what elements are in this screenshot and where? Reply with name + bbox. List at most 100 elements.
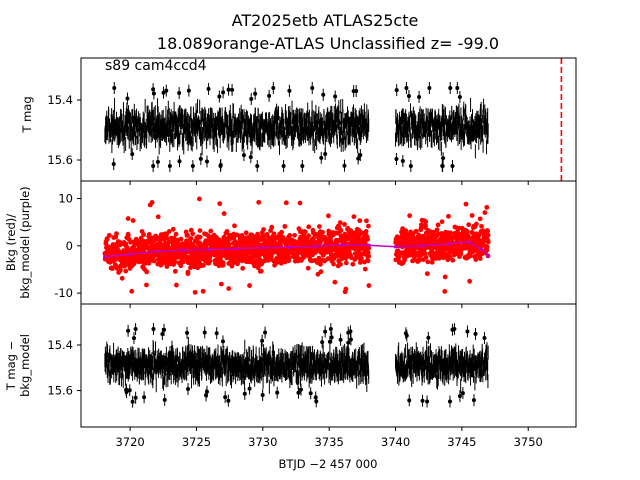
data-point <box>144 282 149 288</box>
data-point <box>185 269 191 275</box>
data-point <box>267 93 272 98</box>
data-point <box>269 224 275 230</box>
data-point <box>247 386 252 391</box>
data-point <box>186 88 191 93</box>
chart-title-line2: 18.089orange-ATLAS Unclassified z= -99.0 <box>157 34 499 53</box>
data-point <box>146 232 152 237</box>
data-point <box>287 88 292 93</box>
data-point <box>448 230 453 236</box>
data-point <box>164 235 170 241</box>
data-point <box>204 159 209 164</box>
data-point <box>188 227 194 233</box>
plot-area <box>102 196 491 295</box>
data-point <box>435 222 441 228</box>
data-point <box>306 233 311 239</box>
y-axis-label: T mag <box>20 96 34 133</box>
data-point <box>313 395 318 400</box>
data-point <box>131 336 136 341</box>
data-point <box>109 266 115 271</box>
y-axis-label: bkg_model (purple) <box>18 186 32 298</box>
data-point <box>342 221 347 227</box>
data-point <box>217 94 222 99</box>
data-point <box>477 256 483 261</box>
data-point <box>326 213 331 219</box>
data-point <box>446 213 451 219</box>
data-point <box>104 236 110 242</box>
data-point <box>263 330 268 335</box>
data-point <box>186 387 191 392</box>
data-point <box>255 231 261 237</box>
data-point <box>118 267 123 273</box>
data-point <box>226 286 232 291</box>
data-point <box>470 230 475 236</box>
data-point <box>333 94 338 99</box>
data-point <box>162 327 167 332</box>
data-point <box>283 200 289 206</box>
data-point <box>338 261 343 267</box>
data-point <box>300 164 305 168</box>
data-point <box>466 222 472 228</box>
data-point <box>149 200 155 205</box>
data-point <box>393 244 398 249</box>
series-0 <box>102 196 491 295</box>
data-point <box>365 258 371 264</box>
data-point <box>142 395 147 400</box>
series-0 <box>104 323 489 408</box>
data-point <box>141 232 147 238</box>
data-point <box>125 96 130 101</box>
data-point <box>442 274 448 280</box>
data-point <box>484 204 490 210</box>
data-point <box>450 257 456 263</box>
data-point <box>226 398 231 403</box>
y-tick-label: -10 <box>54 286 73 300</box>
data-point <box>112 86 117 90</box>
data-point <box>190 231 196 237</box>
plot-area <box>104 82 489 172</box>
data-point <box>466 240 471 244</box>
data-point <box>351 214 357 220</box>
data-point <box>106 232 112 238</box>
data-point <box>486 254 491 259</box>
data-point <box>201 262 206 268</box>
data-point <box>232 223 237 229</box>
data-point <box>133 395 138 400</box>
data-point <box>127 388 132 393</box>
data-point <box>343 286 349 292</box>
data-point <box>338 337 343 342</box>
data-point <box>174 282 179 288</box>
data-point <box>287 232 293 238</box>
data-point <box>407 213 413 219</box>
data-point <box>416 232 422 238</box>
data-point <box>196 196 202 202</box>
data-point <box>450 164 455 168</box>
data-point <box>223 395 228 400</box>
data-point <box>319 155 324 160</box>
data-point <box>155 214 161 220</box>
data-point <box>418 222 424 228</box>
data-point <box>151 327 156 332</box>
data-point <box>440 255 446 261</box>
data-point <box>170 226 176 232</box>
data-point <box>281 164 286 168</box>
data-point <box>420 244 424 248</box>
y-tick-label: 0 <box>66 239 73 253</box>
data-point <box>167 164 172 168</box>
data-point <box>485 228 490 234</box>
data-point <box>348 329 353 334</box>
data-point <box>323 329 328 334</box>
data-point <box>197 234 203 240</box>
data-point <box>247 283 252 288</box>
data-point <box>332 279 338 285</box>
data-point <box>123 268 129 274</box>
data-point <box>354 89 359 94</box>
series-1 <box>103 240 491 259</box>
data-point <box>140 238 146 244</box>
data-point <box>446 242 451 246</box>
data-point <box>455 86 460 90</box>
data-point <box>467 278 473 284</box>
data-point <box>226 261 232 266</box>
data-point <box>125 216 131 221</box>
data-point <box>485 239 491 245</box>
data-point <box>342 163 347 168</box>
